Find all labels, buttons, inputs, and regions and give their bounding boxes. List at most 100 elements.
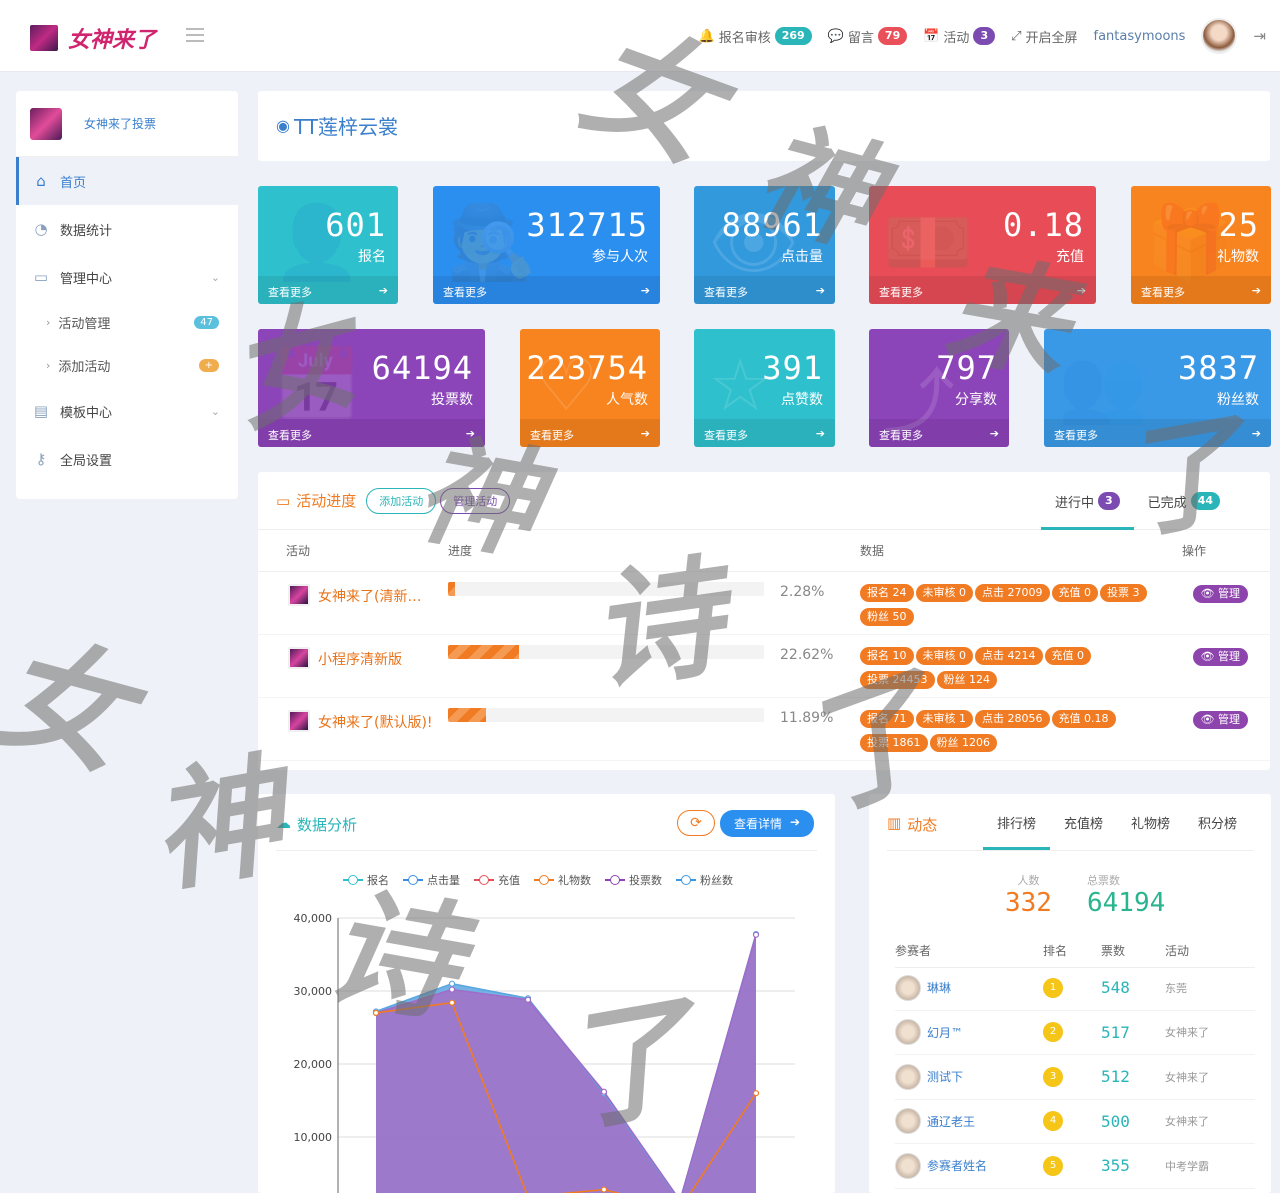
data-point[interactable] [752,1090,760,1097]
view-more-link[interactable]: 查看更多 ➔ [1044,419,1271,447]
data-point[interactable] [448,980,456,987]
arrow-circle-icon: ➔ [640,427,650,440]
stat-label: 充值 [1056,249,1084,265]
add-activity-button[interactable]: 添加活动 [366,487,437,514]
nav-activities[interactable]: 📅 活动 3 [923,27,996,46]
view-more-link[interactable]: 查看更多 ➔ [433,276,660,304]
view-more-link[interactable]: 查看更多 ➔ [869,276,1096,304]
sidebar-item-templates[interactable]: ▤ 模板中心 ⌄ [16,387,238,435]
legend-item[interactable]: 充值 [474,872,520,888]
menu-toggle-icon[interactable] [186,28,204,42]
calendar-icon: 📅 [923,28,940,44]
count-badge: 47 [194,316,219,329]
progress-fill [448,645,520,659]
logo[interactable]: 女神来了 [30,22,156,54]
stat-card-gifts[interactable]: 🎁 25 礼物数 查看更多 ➔ [1131,186,1271,304]
list-item: 通辽老王 4 500 女神来了 [895,1100,1255,1144]
sidebar-item-management[interactable]: ▭ 管理中心 ⌄ [16,253,238,301]
key-icon: ⚷ [35,450,47,468]
stat-card-signups[interactable]: 👤 601 报名 查看更多 ➔ [258,186,398,304]
tab-completed[interactable]: 已完成 44 [1134,472,1234,530]
view-details-button[interactable]: 查看详情 ➔ [720,810,815,837]
data-point[interactable] [372,1009,380,1016]
stat-card-popularity[interactable]: ♡ 223754 人气数 查看更多 ➔ [520,329,660,447]
people-label: 人数 [1017,874,1040,887]
data-point[interactable] [600,1088,608,1095]
ranking-header: 参赛者 排名 票数 活动 [895,942,1255,968]
stat-card-likes[interactable]: ☆ 391 点赞数 查看更多 ➔ [694,329,835,447]
legend-item[interactable]: 点击量 [403,872,460,888]
rank-badge: 2 [1043,1022,1063,1043]
stat-card-fans[interactable]: 👥 3837 粉丝数 查看更多 ➔ [1044,329,1271,447]
activity-name-link[interactable]: 女神来了(清新… [318,589,422,605]
refresh-icon[interactable]: ⟳ [677,810,715,836]
arrow-circle-icon: ➔ [790,815,801,829]
tab-points-rank[interactable]: 积分榜 [1184,794,1251,850]
stat-value: 64194 [371,349,473,387]
manage-button[interactable]: 👁 管理 [1192,648,1248,666]
stat-card-shares[interactable]: ⤴ 797 分享数 查看更多 ➔ [869,329,1009,447]
view-more-link[interactable]: 查看更多 ➔ [869,419,1009,447]
data-point[interactable] [448,986,456,993]
data-point[interactable] [752,931,760,938]
y-tick-label: 10,000 [294,1131,333,1144]
player-name[interactable]: 参赛者姓名 [927,1159,988,1174]
tab-label: 已完成 [1147,495,1187,511]
view-more-link[interactable]: 查看更多 ➔ [694,419,835,447]
user-avatar[interactable] [1201,18,1238,54]
nav-fullscreen[interactable]: ⤢ 开启全屏 [1011,27,1077,46]
sidebar-subitem-add-activity[interactable]: › 添加活动 + [16,344,238,387]
player-name[interactable]: 通辽老王 [927,1114,976,1129]
manage-button[interactable]: 👁 管理 [1192,711,1248,729]
legend-item[interactable]: 报名 [343,872,389,888]
stat-value: 312715 [526,206,648,244]
manage-button[interactable]: 👁 管理 [1192,585,1248,603]
sidebar-item-label: 模板中心 [60,405,113,421]
tab-in-progress[interactable]: 进行中 3 [1041,472,1134,530]
player-name[interactable]: 测试下 [927,1070,964,1085]
brand-image [30,107,62,140]
nav-messages[interactable]: 💬 留言 79 [828,27,908,46]
cloud-download-icon: ☁ [276,814,291,832]
view-more-link[interactable]: 查看更多 ➔ [258,419,485,447]
stat-value: 3837 [1177,349,1259,387]
manage-activity-button[interactable]: 管理活动 [440,487,511,514]
data-point[interactable] [600,1186,608,1193]
view-more-label: 查看更多 [443,286,487,299]
legend-item[interactable]: 礼物数 [534,872,591,888]
username[interactable]: fantasymoons [1093,28,1186,44]
data-point[interactable] [524,996,532,1003]
stat-value: 25 [1218,206,1259,244]
data-point[interactable] [448,999,456,1006]
logout-icon[interactable]: ⇥ [1253,27,1266,45]
player-name[interactable]: 琳琳 [927,981,952,996]
sidebar-item-statistics[interactable]: ◔ 数据统计 [16,205,238,253]
sidebar-subitem-activity-manage[interactable]: › 活动管理 47 [16,301,238,344]
legend-item[interactable]: 投票数 [605,872,662,888]
sidebar-item-home[interactable]: ⌂ 首页 [16,157,238,205]
stat-card-participants[interactable]: 🕵 312715 参与人次 查看更多 ➔ [433,186,660,304]
stat-card-clicks[interactable]: 👁 88961 点击量 查看更多 ➔ [694,186,835,304]
tab-recharge-rank[interactable]: 充值榜 [1050,794,1117,850]
rank-badge: 4 [1043,1111,1063,1132]
stat-card-recharge[interactable]: 💵 0.18 充值 查看更多 ➔ [869,186,1096,304]
activity-name-link[interactable]: 小程序清新版 [318,652,402,668]
sidebar-brand[interactable]: 女神来了投票 [16,91,238,157]
activity-name: 女神来了 [1165,1115,1209,1129]
view-more-link[interactable]: 查看更多 ➔ [520,419,660,447]
arrow-circle-icon: ➔ [378,284,388,297]
legend-item[interactable]: 粉丝数 [676,872,733,888]
view-more-link[interactable]: 查看更多 ➔ [694,276,835,304]
player-name[interactable]: 幻月™ [927,1025,964,1040]
nav-signup-review[interactable]: 🔔 报名审核 269 [699,27,812,46]
tab-ranking[interactable]: 排行榜 [982,794,1050,850]
table-row: 女神来了(默认版)! 11.89% 报名 71 未审核 1 点击 28056 充值 0… [258,698,1270,761]
activity-name-link[interactable]: 女神来了(默认版)! [318,715,433,731]
stat-card-votes[interactable]: 📅 64194 投票数 查看更多 ➔ [258,329,485,447]
sidebar-item-settings[interactable]: ⚷ 全局设置 [16,435,238,483]
avatar [895,1108,921,1135]
data-tag: 报名 10 [860,647,914,665]
view-more-link[interactable]: 查看更多 ➔ [1131,276,1271,304]
tab-gift-rank[interactable]: 礼物榜 [1117,794,1184,850]
view-more-link[interactable]: 查看更多 ➔ [258,276,398,304]
